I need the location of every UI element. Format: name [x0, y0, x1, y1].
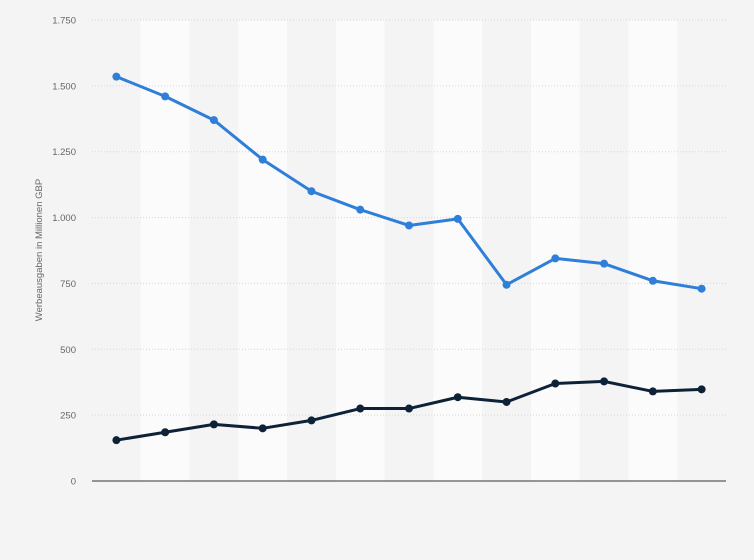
- y-axis-title: Werbeausgaben in Millionen GBP: [34, 179, 45, 321]
- data-point[interactable]: [453, 393, 462, 402]
- data-point[interactable]: [112, 72, 121, 81]
- y-gridlines: [92, 19, 726, 416]
- data-point[interactable]: [648, 276, 657, 285]
- data-point[interactable]: [209, 116, 218, 125]
- y-axis-tick-labels: 0 250 500 750 1.000 1.250 1.500 1.750: [52, 16, 76, 488]
- data-point[interactable]: [600, 377, 609, 386]
- column-band: [335, 20, 385, 481]
- column-band: [238, 20, 288, 481]
- data-point[interactable]: [356, 205, 365, 214]
- y-tick-label: 500: [60, 345, 76, 356]
- data-point[interactable]: [258, 424, 267, 433]
- series: [112, 377, 706, 445]
- data-point[interactable]: [405, 404, 413, 413]
- data-point[interactable]: [161, 428, 170, 437]
- series: [112, 72, 706, 293]
- data-point[interactable]: [405, 221, 413, 230]
- column-band: [628, 20, 678, 481]
- data-point[interactable]: [502, 280, 511, 289]
- y-tick-label: 1.500: [52, 81, 76, 92]
- data-point[interactable]: [697, 284, 706, 293]
- data-point[interactable]: [600, 259, 609, 268]
- y-tick-label: 1.000: [52, 213, 76, 224]
- data-point[interactable]: [453, 214, 462, 223]
- y-tick-label: 1.250: [52, 147, 76, 158]
- data-point[interactable]: [356, 404, 365, 413]
- data-point[interactable]: [648, 387, 657, 396]
- y-tick-label: 250: [60, 411, 76, 422]
- y-tick-label: 0: [71, 477, 76, 488]
- column-band: [433, 20, 483, 481]
- data-point[interactable]: [551, 254, 560, 263]
- data-point[interactable]: [209, 420, 218, 429]
- data-series: [112, 72, 706, 445]
- column-band: [530, 20, 580, 481]
- data-point[interactable]: [161, 92, 170, 101]
- y-tick-label: 750: [60, 279, 76, 290]
- y-tick-label: 1.750: [52, 16, 76, 27]
- data-point[interactable]: [307, 187, 316, 196]
- data-point[interactable]: [258, 155, 267, 164]
- alternating-column-bands: [140, 20, 678, 481]
- data-point[interactable]: [697, 385, 706, 394]
- data-point[interactable]: [502, 397, 511, 406]
- data-point[interactable]: [112, 436, 121, 445]
- data-point[interactable]: [551, 379, 560, 388]
- data-point[interactable]: [307, 416, 316, 425]
